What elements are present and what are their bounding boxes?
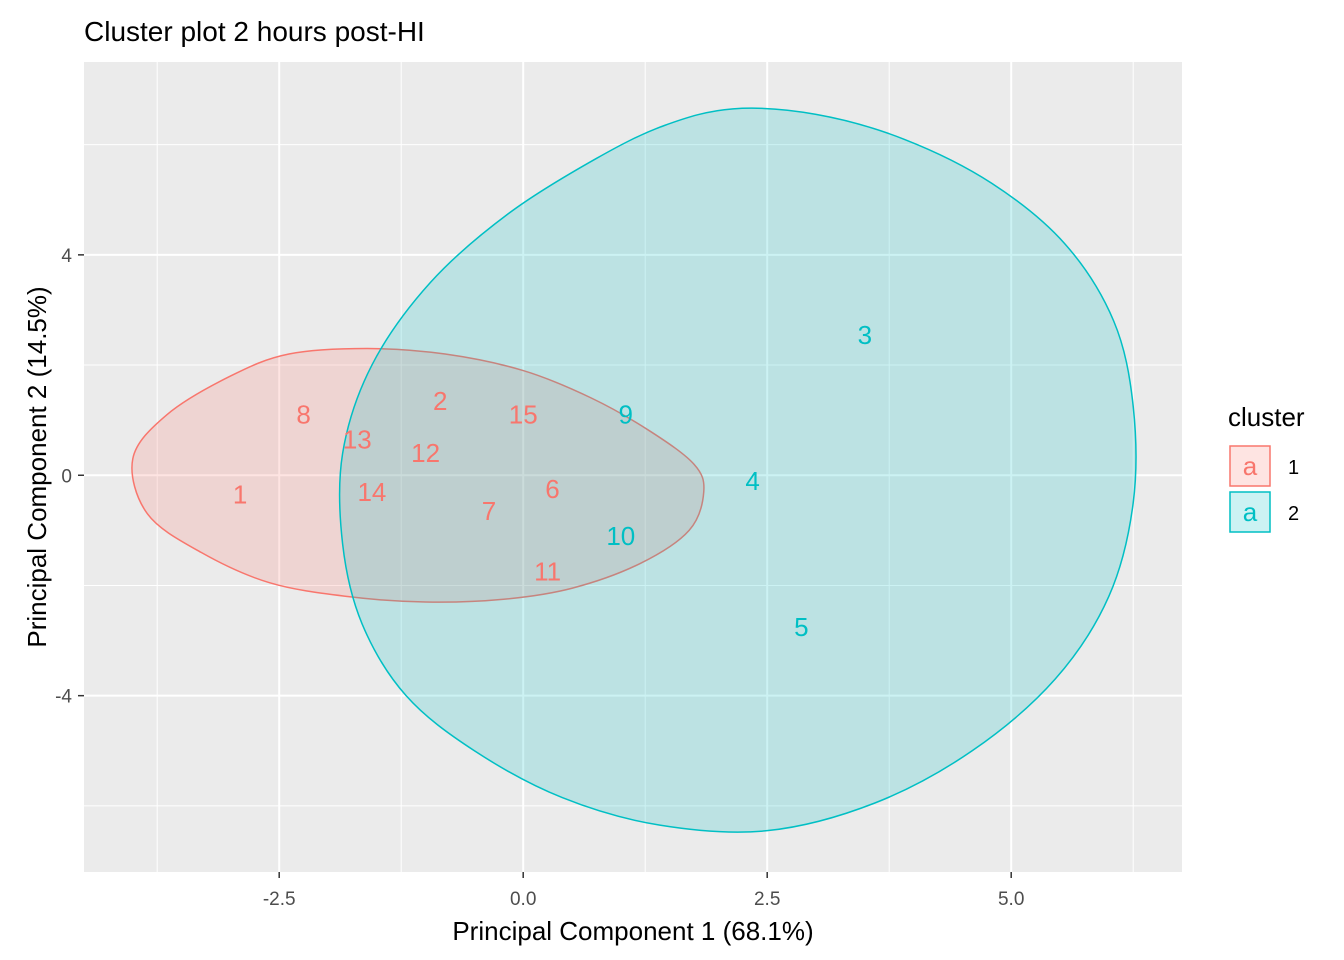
cluster-ellipse-2 [338,107,1137,833]
point-label-1: 1 [233,480,247,510]
point-label-11: 11 [534,557,561,587]
y-axis-label: Principal Component 2 (14.5%) [22,286,52,647]
point-label-4: 4 [745,466,759,496]
y-axis: -4 0 4 [55,246,84,708]
x-tick-label: 2.5 [754,889,780,910]
chart-title: Cluster plot 2 hours post-HI [84,16,425,47]
point-label-9: 9 [618,400,632,430]
point-label-12: 12 [411,438,440,468]
point-label-15: 15 [509,400,538,430]
legend-label: 2 [1288,503,1299,525]
cluster-ellipse-1 [131,347,705,603]
point-label-14: 14 [357,477,386,507]
point-label-8: 8 [296,400,310,430]
x-axis-label: Principal Component 1 (68.1%) [452,916,813,946]
y-tick-label: -4 [55,687,72,708]
legend-key-glyph: a [1243,451,1258,481]
point-label-3: 3 [858,320,872,350]
point-label-13: 13 [343,424,372,454]
plot-panel [84,62,1182,872]
legend-key-glyph: a [1243,497,1258,527]
grid-minor [84,62,1182,872]
point-labels: 1 8 13 2 12 15 14 6 7 11 9 3 4 10 5 [233,320,872,642]
x-tick-label: 5.0 [998,889,1024,910]
point-label-10: 10 [606,521,635,551]
point-label-2: 2 [433,386,447,416]
point-label-6: 6 [545,474,559,504]
legend-key [1229,491,1271,533]
point-label-7: 7 [482,496,496,526]
y-tick-label: 0 [61,466,72,487]
x-axis: -2.5 0.0 2.5 5.0 [263,872,1024,910]
x-tick-label: 0.0 [510,889,536,910]
legend-title: cluster [1228,402,1305,432]
cluster-ellipses [131,107,1137,833]
legend-label: 1 [1288,457,1299,479]
legend-key [1229,445,1271,487]
x-tick-label: -2.5 [263,889,296,910]
grid-major [84,62,1182,872]
point-label-5: 5 [794,612,808,642]
legend: cluster a 1a 2 [1228,402,1305,533]
y-tick-label: 4 [61,246,72,267]
